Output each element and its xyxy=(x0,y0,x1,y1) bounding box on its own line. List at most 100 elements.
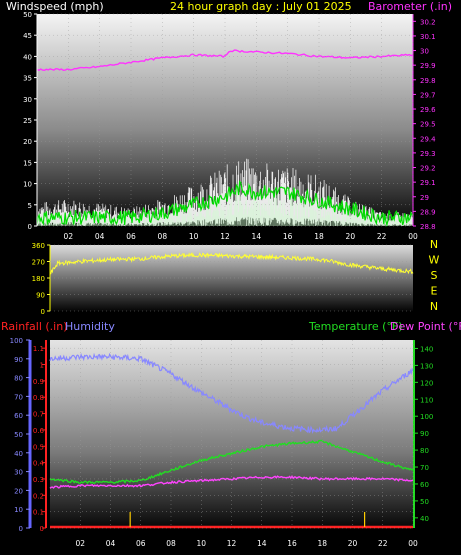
humidity-tick-label: 0 xyxy=(19,525,23,533)
weather-x-tick-label: 22 xyxy=(378,539,388,548)
weather-x-tick-label: 02 xyxy=(75,539,85,548)
weather-x-tick-label: 14 xyxy=(257,539,267,548)
barometer-tick-label: 29.6 xyxy=(420,106,436,114)
temp-tick-label: 50 xyxy=(420,498,429,506)
direction-compass-label: W xyxy=(429,254,440,267)
rain-tick-label: 0.2 xyxy=(33,492,44,500)
rain-tick-label: 0.1 xyxy=(33,509,44,517)
rain-tick-label: 0.9 xyxy=(33,378,44,386)
weather-x-tick-label: 20 xyxy=(348,539,358,548)
wind-x-tick-label: 10 xyxy=(189,232,199,241)
barometer-tick-label: 28.9 xyxy=(420,208,436,216)
rain-tick-label: 0.3 xyxy=(33,476,44,484)
humidity-tick-label: 100 xyxy=(10,337,23,345)
weather-x-tick-label: 06 xyxy=(136,539,146,548)
weather-axis-ticks: 010203040506070809010000.10.20.30.40.50.… xyxy=(10,337,434,548)
rain-tick-label: 0.4 xyxy=(33,460,45,468)
wind-x-tick-label: 18 xyxy=(314,232,324,241)
wind-left-tick-label: 25 xyxy=(23,117,32,125)
temp-tick-label: 40 xyxy=(420,515,429,523)
weather-x-tick-label: 08 xyxy=(166,539,176,548)
barometer-tick-label: 29.5 xyxy=(420,121,436,129)
wind-left-tick-label: 20 xyxy=(23,138,32,146)
direction-tick-label: 0 xyxy=(41,308,45,316)
dewpoint-title: Dew Point (°F) xyxy=(390,320,461,333)
wind-left-tick-label: 0 xyxy=(28,223,32,231)
direction-series xyxy=(49,252,414,275)
rainfall-title: Rainfall (.in) xyxy=(1,320,68,333)
temp-tick-label: 80 xyxy=(420,447,429,455)
humidity-tick-label: 30 xyxy=(14,469,23,477)
wind-x-tick-label: 20 xyxy=(346,232,356,241)
wind-x-tick-label: 00 xyxy=(408,232,418,241)
direction-tick-label: 90 xyxy=(36,292,45,300)
humidity-tick-label: 20 xyxy=(14,487,23,495)
barometer-tick-label: 29.3 xyxy=(420,150,436,158)
wind-axis-ticks: 0 5 10 15 20 25 30 35 40 45 50 28.8 28.9 29 29.1 29.2 29… xyxy=(23,11,436,241)
weather-x-tick-label: 10 xyxy=(196,539,206,548)
graph-title: 24 hour graph day : July 01 2025 xyxy=(170,0,352,13)
direction-compass-label: E xyxy=(431,285,438,298)
barometer-tick-label: 29.1 xyxy=(420,179,436,187)
temp-tick-label: 120 xyxy=(420,379,433,387)
wind-x-tick-label: 12 xyxy=(220,232,230,241)
barometer-tick-label: 29 xyxy=(420,194,429,202)
wind-x-tick-label: 08 xyxy=(158,232,168,241)
direction-tick-label: 360 xyxy=(32,242,45,250)
weather-x-tick-label: 00 xyxy=(408,539,418,548)
temp-tick-label: 100 xyxy=(420,413,433,421)
barometer-tick-label: 30.2 xyxy=(420,18,436,26)
humidity-tick-label: 50 xyxy=(14,431,23,439)
barometer-tick-label: 29.7 xyxy=(420,91,436,99)
humidity-title: Humidity xyxy=(65,320,115,333)
rain-tick-label: 1.1 xyxy=(33,345,44,353)
rain-tick-label: 1 xyxy=(40,362,44,370)
weather-x-tick-label: 12 xyxy=(227,539,237,548)
humidity-tick-label: 80 xyxy=(14,375,23,383)
temp-tick-label: 110 xyxy=(420,396,433,404)
barometer-title: Barometer (.in) xyxy=(368,0,452,13)
wind-left-tick-label: 30 xyxy=(23,96,32,104)
barometer-tick-label: 29.2 xyxy=(420,165,436,173)
wind-left-tick-label: 5 xyxy=(28,202,32,210)
barometer-tick-label: 29.9 xyxy=(420,62,436,70)
wind-left-tick-label: 35 xyxy=(23,75,32,83)
humidity-tick-label: 70 xyxy=(14,393,23,401)
wind-x-tick-label: 16 xyxy=(283,232,293,241)
wind-left-tick-label: 45 xyxy=(23,32,32,40)
rain-tick-label: 0.7 xyxy=(33,411,44,419)
windspeed-title: Windspeed (mph) xyxy=(6,0,104,13)
direction-series-layer xyxy=(49,252,414,275)
wind-x-tick-label: 02 xyxy=(64,232,74,241)
direction-compass-label: N xyxy=(430,238,438,251)
rain-tick-label: 0.6 xyxy=(33,427,45,435)
rain-tick-label: 0 xyxy=(40,525,44,533)
wind-x-tick-label: 22 xyxy=(377,232,387,241)
direction-axis-ticks: 0 90 180 270 360 xyxy=(32,242,413,316)
weather-x-tick-label: 04 xyxy=(106,539,116,548)
dewpoint-series xyxy=(49,475,414,489)
wind-x-tick-label: 14 xyxy=(252,232,262,241)
temp-tick-label: 130 xyxy=(420,362,433,370)
direction-compass-label: N xyxy=(430,300,438,313)
rain-tick-label: 0.5 xyxy=(33,443,44,451)
rain-tick-label: 0.8 xyxy=(33,394,44,402)
wind-left-tick-label: 50 xyxy=(23,11,32,19)
barometer-tick-label: 30 xyxy=(420,48,429,56)
direction-tick-label: 270 xyxy=(32,259,45,267)
weather-x-tick-label: 18 xyxy=(317,539,327,548)
direction-compass-label: S xyxy=(431,269,438,282)
humidity-tick-label: 10 xyxy=(14,506,23,514)
humidity-tick-label: 60 xyxy=(14,412,23,420)
wind-left-tick-label: 10 xyxy=(23,181,32,189)
direction-tick-label: 180 xyxy=(32,275,45,283)
humidity-tick-label: 90 xyxy=(14,356,23,364)
barometer-tick-label: 29.8 xyxy=(420,77,436,85)
humidity-tick-label: 40 xyxy=(14,450,23,458)
weather-x-tick-label: 16 xyxy=(287,539,297,548)
temp-tick-label: 90 xyxy=(420,430,429,438)
temp-tick-label: 70 xyxy=(420,464,429,472)
temp-tick-label: 140 xyxy=(420,345,433,353)
wind-x-tick-label: 06 xyxy=(126,232,136,241)
